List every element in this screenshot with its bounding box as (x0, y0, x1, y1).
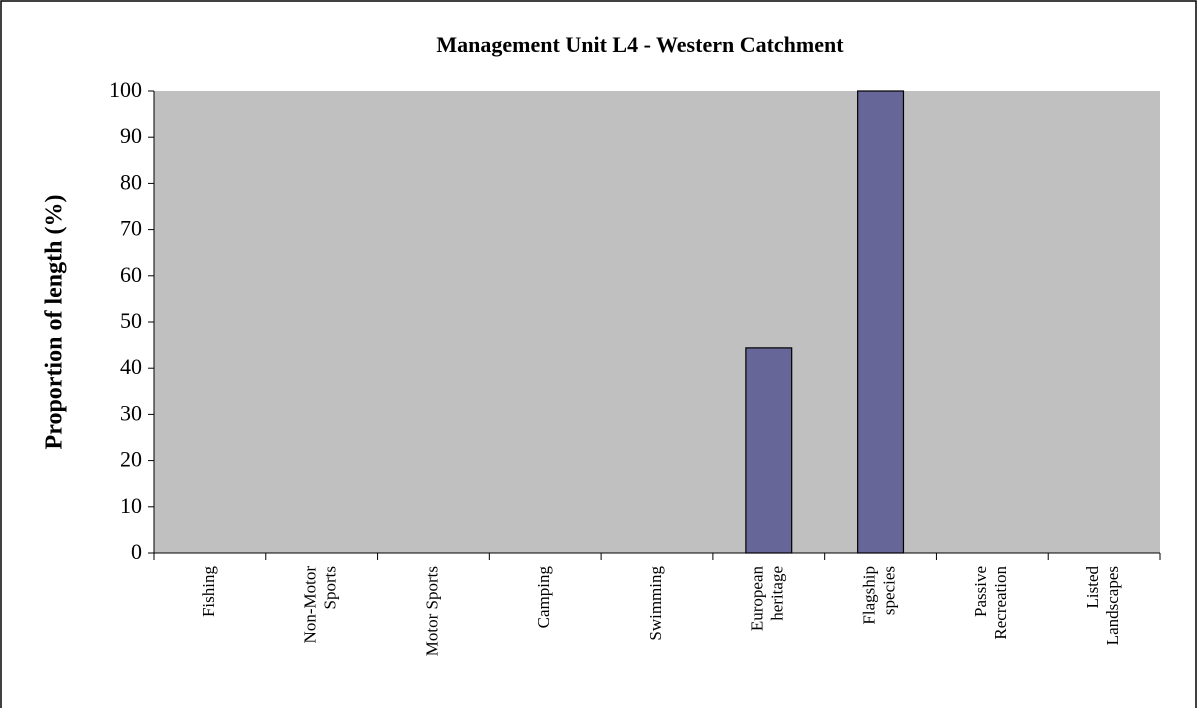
x-tick-label: Swimming (646, 566, 665, 641)
y-tick-label: 0 (131, 539, 142, 564)
x-tick-label: Sports (321, 566, 340, 609)
chart-title: Management Unit L4 - Western Catchment (436, 32, 844, 57)
x-tick-label: species (879, 566, 898, 615)
x-tick-label: Landscapes (1103, 566, 1122, 645)
x-tick-label: Recreation (991, 566, 1010, 640)
x-tick-label: heritage (768, 566, 787, 621)
y-tick-label: 90 (120, 123, 142, 148)
bar (857, 90, 905, 554)
y-tick-label: 50 (120, 308, 142, 333)
plot-area (154, 91, 1160, 553)
y-tick-label: 100 (109, 77, 142, 102)
y-tick-label: 10 (120, 493, 142, 518)
x-tick-label: Motor Sports (422, 566, 441, 656)
y-tick-label: 40 (120, 354, 142, 379)
y-tick-label: 30 (120, 400, 142, 425)
x-tick-label: European (748, 566, 767, 632)
y-tick-label: 80 (120, 169, 142, 194)
x-tick-label: Fishing (199, 566, 218, 618)
x-tick-label: Passive (971, 566, 990, 617)
y-tick-label: 60 (120, 262, 142, 287)
y-tick-label: 70 (120, 216, 142, 241)
y-axis-label: Proportion of length (%) (42, 195, 68, 450)
x-tick-label: Non-Motor (301, 566, 320, 644)
x-tick-label: Camping (534, 566, 553, 629)
x-tick-label: Flagship (859, 566, 878, 625)
x-tick-label: Listed (1083, 566, 1102, 609)
bar (745, 347, 793, 554)
y-tick-label: 20 (120, 447, 142, 472)
